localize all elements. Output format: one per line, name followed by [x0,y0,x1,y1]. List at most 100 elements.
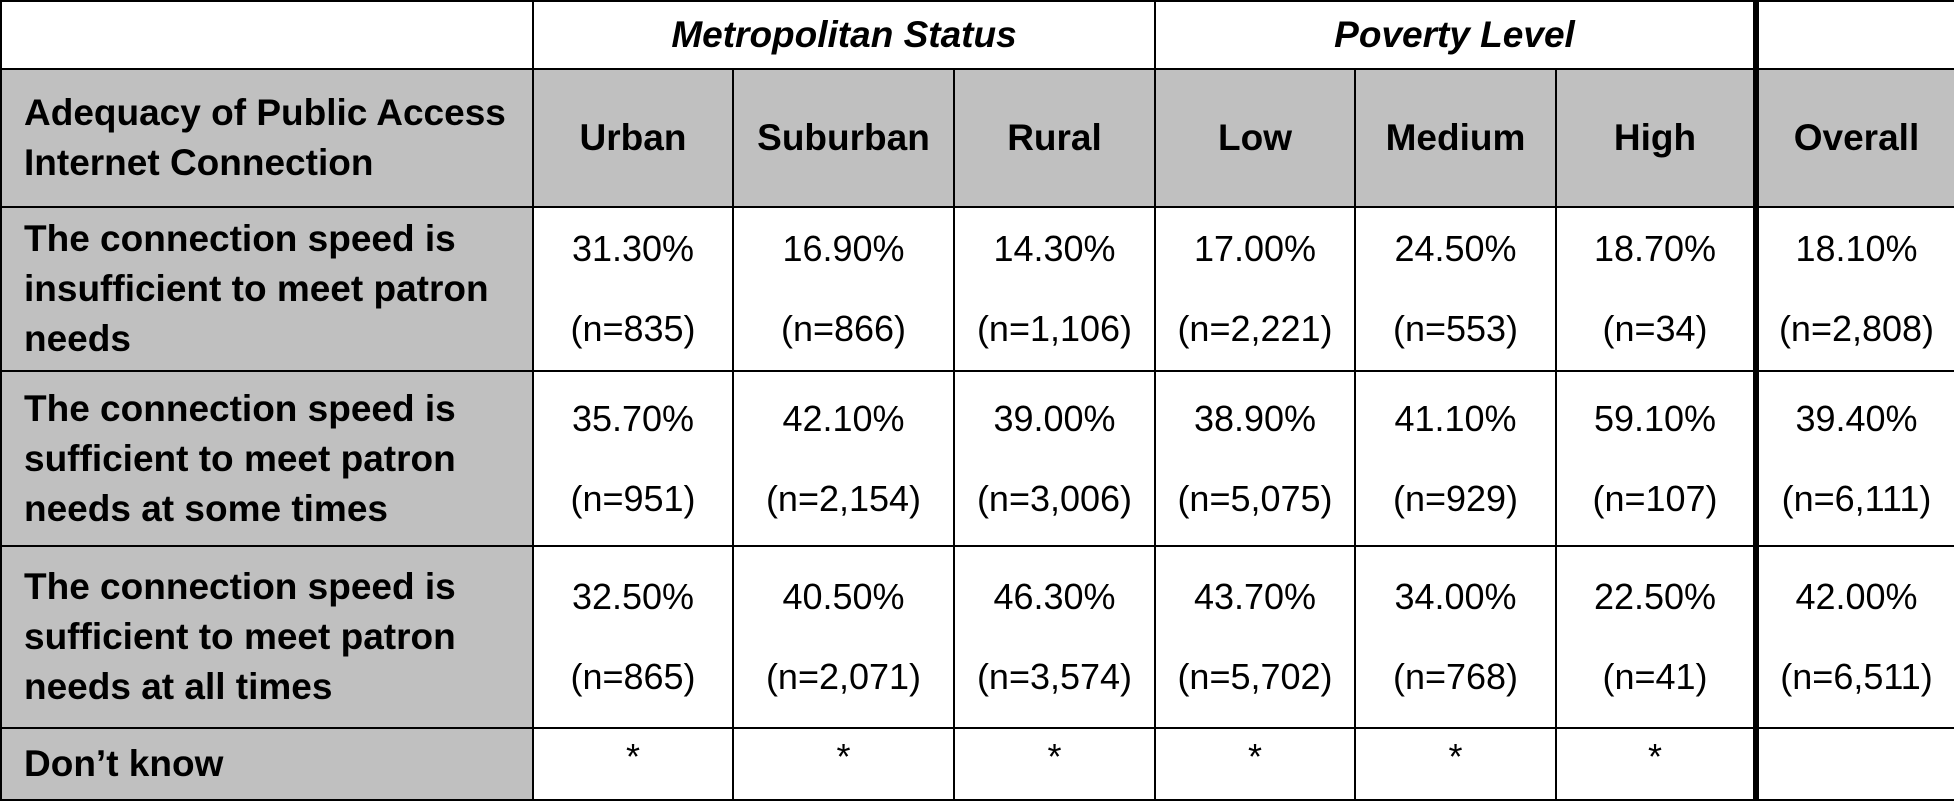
row-label-line: The connection speed is [24,566,456,607]
data-cell: 42.10% (n=2,154) [732,370,955,547]
sample-size: (n=866) [780,308,907,349]
percent-value: 41.10% [1394,397,1517,439]
data-cell-overall: 42.00% (n=6,511) [1753,545,1954,729]
percent-value: 34.00% [1394,576,1517,617]
sample-size: (n=34) [1602,308,1708,349]
row-label-line: needs at some times [24,487,388,529]
percent-value: 42.00% [1795,576,1918,617]
sample-size: (n=5,075) [1177,477,1333,519]
sample-size: (n=2,221) [1177,308,1333,349]
percent-value: 35.70% [571,397,695,439]
row-label-line: needs at all times [24,666,333,707]
data-cell-overall: 39.40% (n=6,111) [1753,370,1954,547]
row-label: The connection speed is sufficient to mee… [0,545,534,729]
percent-value: 22.50% [1593,576,1717,617]
col-header-overall: Overall [1753,68,1954,208]
data-cell: 35.70% (n=951) [532,370,734,547]
row-label-line: The connection speed is [24,218,456,259]
row-label-line: needs [24,318,131,359]
table-row: The connection speed is sufficient to mee… [0,370,1954,547]
col-header-urban: Urban [532,68,734,208]
percent-value: 40.50% [782,576,905,617]
percent-value: 16.90% [782,228,905,269]
percent-value: 14.30% [993,228,1116,269]
data-cell: 34.00% (n=768) [1354,545,1557,729]
asterisk-cell: * [1354,727,1557,801]
sample-size: (n=929) [1392,477,1519,519]
percent-value: 39.40% [1795,397,1918,439]
sample-size: (n=6,111) [1781,477,1932,519]
sample-size: (n=1,106) [976,308,1133,349]
sample-size: (n=553) [1392,308,1519,349]
data-cell: 24.50% (n=553) [1354,206,1557,372]
data-cell: 40.50% (n=2,071) [732,545,955,729]
data-cell: 38.90% (n=5,075) [1154,370,1356,547]
sample-size: (n=107) [1592,477,1718,519]
percent-value: 39.00% [993,397,1116,439]
percent-value: 32.50% [571,576,695,617]
percent-value: 59.10% [1593,397,1717,439]
sample-size: (n=768) [1392,656,1519,697]
row-label-line: sufficient to meet patron [24,616,456,657]
asterisk-cell: * [953,727,1156,801]
row-label: Don’t know [0,727,534,801]
data-cell: 22.50% (n=41) [1555,545,1757,729]
percent-value: 24.50% [1394,228,1517,269]
sample-size: (n=3,574) [976,656,1133,697]
sample-size: (n=2,808) [1778,308,1935,349]
row-label-header-line: Adequacy of Public Access [24,92,506,133]
data-cell: 46.30% (n=3,574) [953,545,1156,729]
table-row: Don’t know * * * * * * [0,727,1954,801]
data-cell: 17.00% (n=2,221) [1154,206,1356,372]
asterisk-cell: * [732,727,955,801]
row-label-line: sufficient to meet patron [24,437,456,479]
col-header-medium: Medium [1354,68,1557,208]
row-label-header: Adequacy of Public Access Internet Connec… [0,68,534,208]
group-overall-blank [1753,0,1954,70]
percent-value: 17.00% [1193,228,1317,269]
row-label: The connection speed is insufficient to m… [0,206,534,372]
data-cell: 14.30% (n=1,106) [953,206,1156,372]
sample-size: (n=6,511) [1780,656,1933,697]
table-row: The connection speed is insufficient to m… [0,206,1954,372]
percent-value: 43.70% [1193,576,1317,617]
data-cell: 32.50% (n=865) [532,545,734,729]
percent-value: 18.70% [1593,228,1717,269]
percent-value: 18.10% [1795,228,1918,269]
sample-size: (n=2,154) [765,477,922,519]
data-cell: 18.70% (n=34) [1555,206,1757,372]
col-header-high: High [1555,68,1757,208]
table-row: The connection speed is sufficient to mee… [0,545,1954,729]
data-cell-overall: 18.10% (n=2,808) [1753,206,1954,372]
sample-size: (n=835) [570,308,696,349]
group-header-row: Metropolitan Status Poverty Level [0,0,1954,70]
column-header-row: Adequacy of Public Access Internet Connec… [0,68,1954,208]
col-header-suburban: Suburban [732,68,955,208]
sample-size: (n=865) [570,656,696,697]
percent-value: 38.90% [1193,397,1317,439]
row-label-line: The connection speed is [24,387,456,429]
group-poverty-level: Poverty Level [1154,0,1757,70]
asterisk-cell: * [1555,727,1757,801]
data-cell: 31.30% (n=835) [532,206,734,372]
asterisk-cell: * [532,727,734,801]
percent-value: 31.30% [571,228,695,269]
col-header-rural: Rural [953,68,1156,208]
data-cell: 43.70% (n=5,702) [1154,545,1356,729]
group-metropolitan-status: Metropolitan Status [532,0,1156,70]
row-label-line: insufficient to meet patron [24,268,489,309]
data-cell: 41.10% (n=929) [1354,370,1557,547]
group-corner-cell [0,0,534,70]
percent-value: 46.30% [993,576,1116,617]
data-cell: 39.00% (n=3,006) [953,370,1156,547]
sample-size: (n=2,071) [765,656,922,697]
asterisk-cell: * [1154,727,1356,801]
asterisk-cell-overall [1753,727,1954,801]
percent-value: 42.10% [782,397,905,439]
row-label-header-line: Internet Connection [24,142,374,183]
row-label: The connection speed is sufficient to mee… [0,370,534,547]
data-cell: 16.90% (n=866) [732,206,955,372]
sample-size: (n=41) [1602,656,1708,697]
sample-size: (n=5,702) [1177,656,1333,697]
